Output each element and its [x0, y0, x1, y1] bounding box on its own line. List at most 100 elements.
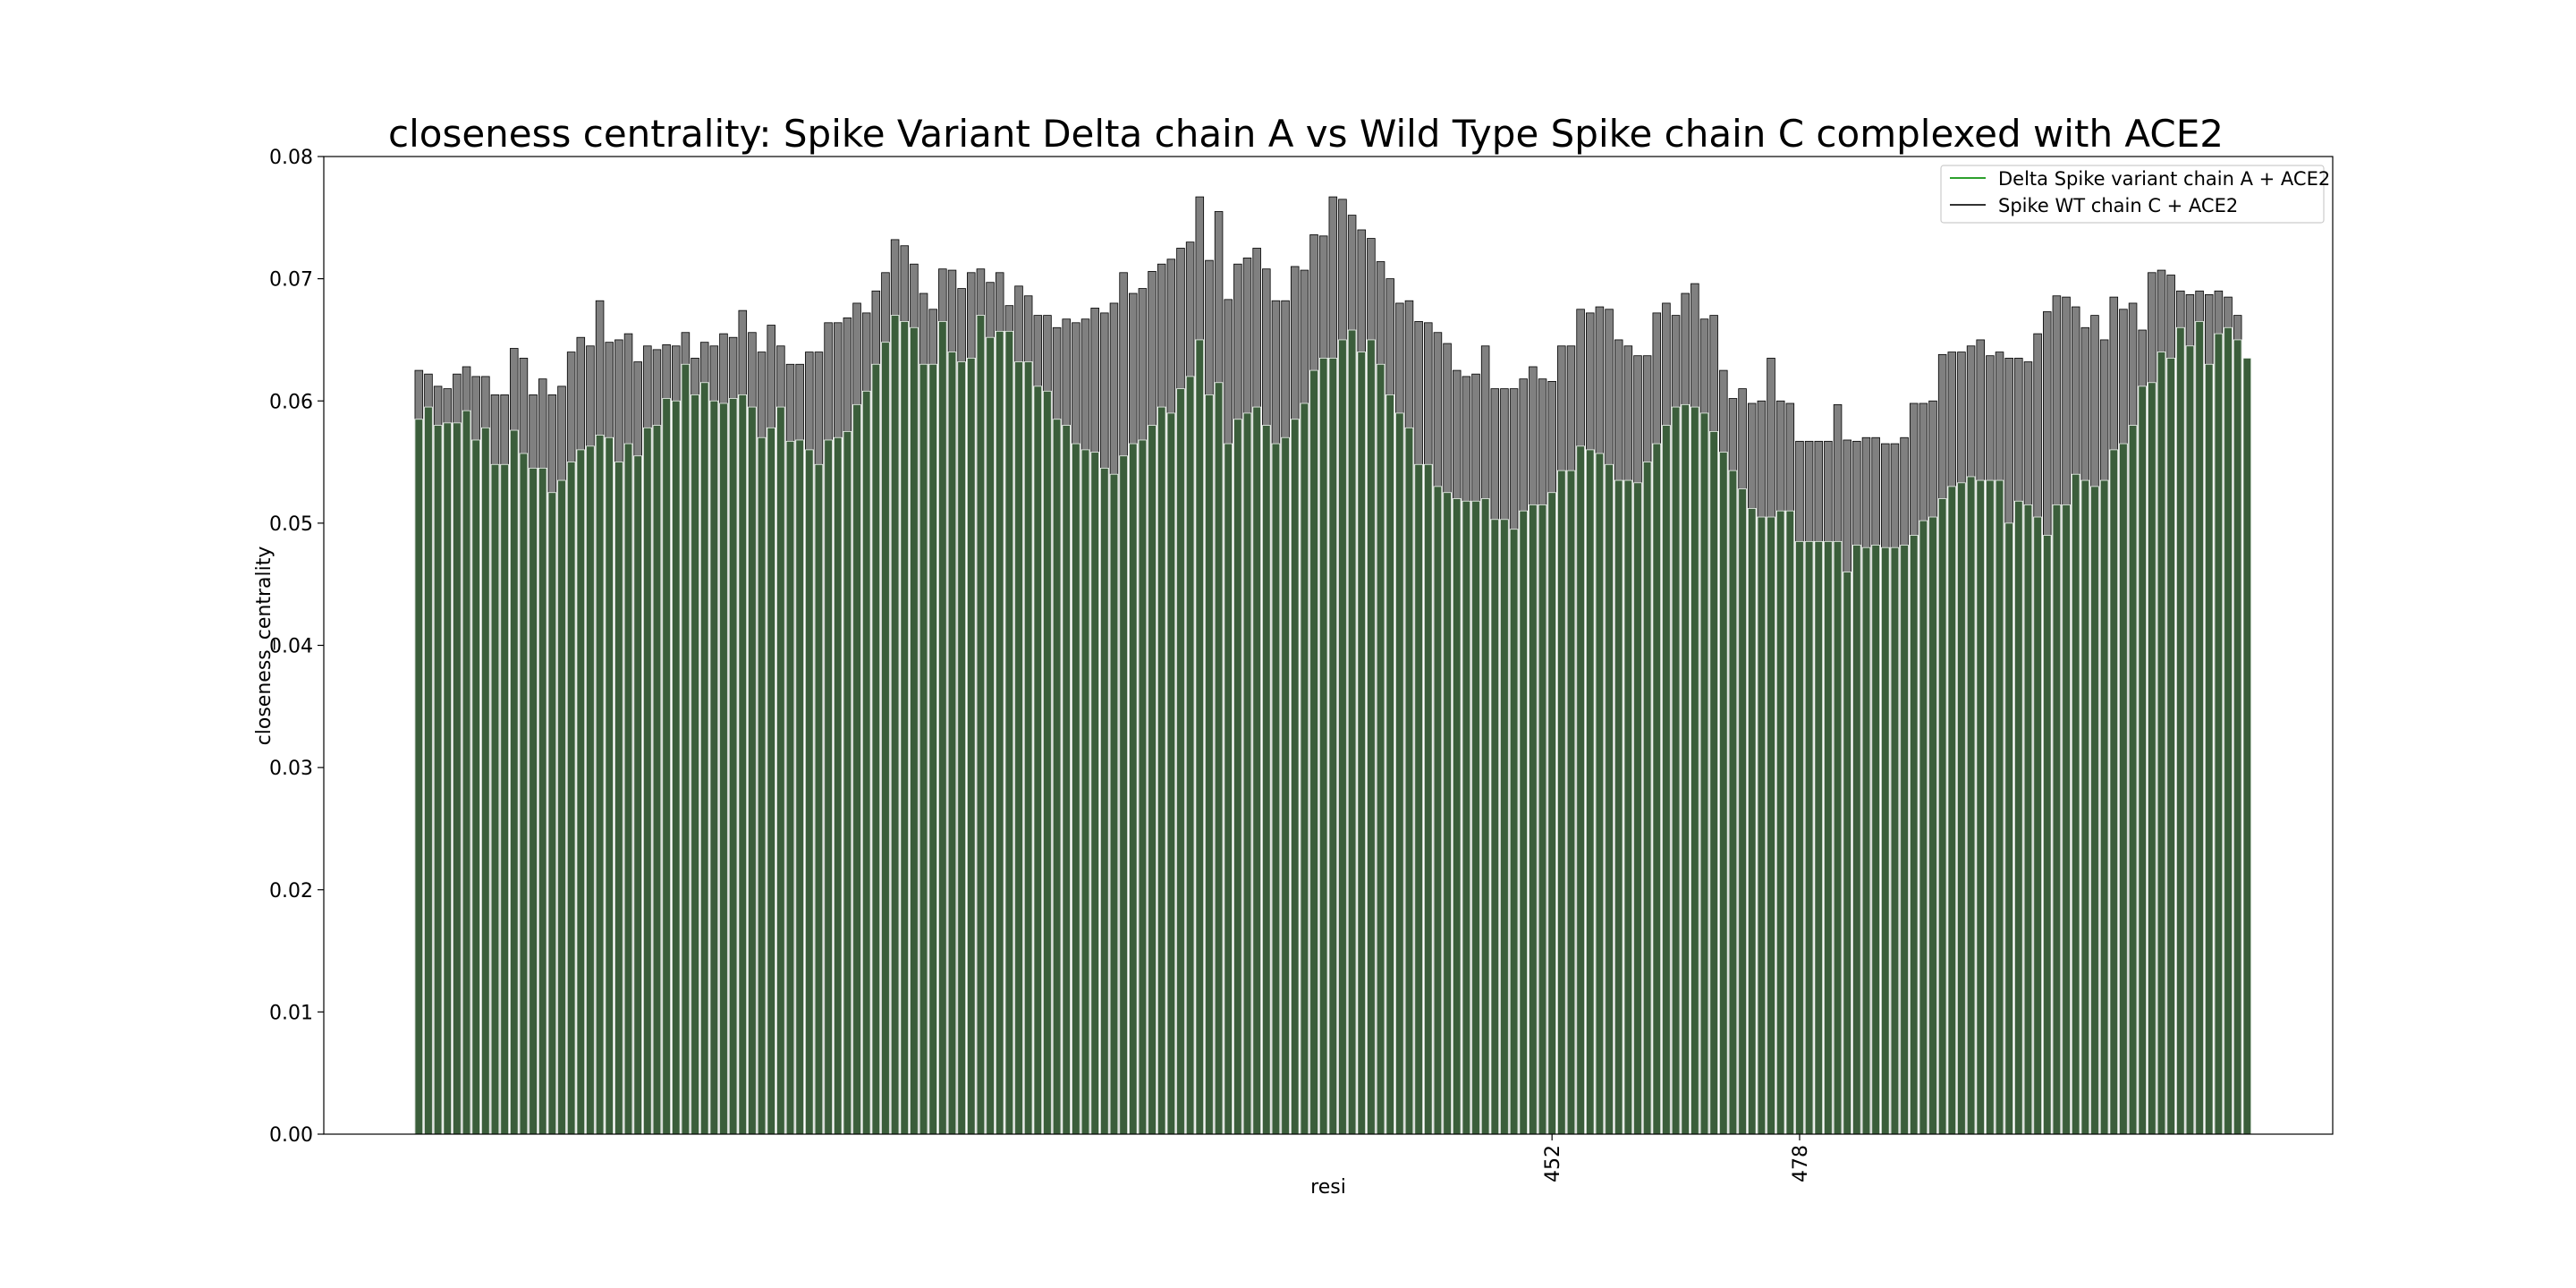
- bar-delta-156: [1900, 545, 1909, 1135]
- bar-delta-112: [1480, 498, 1490, 1135]
- bar-delta-32: [719, 402, 728, 1135]
- bar-delta-178: [2109, 449, 2119, 1135]
- bar-delta-174: [2071, 473, 2080, 1135]
- y-tick-label-1: 0.01: [269, 1002, 313, 1024]
- bar-delta-67: [1052, 419, 1062, 1135]
- bar-delta-12: [529, 467, 538, 1135]
- bar-delta-76: [1138, 439, 1148, 1135]
- bar-delta-131: [1662, 425, 1671, 1135]
- bar-delta-130: [1652, 443, 1662, 1135]
- bar-delta-43: [824, 439, 833, 1135]
- bar-delta-27: [672, 400, 681, 1135]
- bar-delta-14: [547, 492, 557, 1135]
- bar-delta-87: [1242, 412, 1252, 1135]
- bar-delta-17: [576, 449, 586, 1135]
- bar-delta-104: [1404, 427, 1414, 1135]
- bar-delta-89: [1262, 425, 1271, 1135]
- bar-delta-189: [2214, 333, 2224, 1135]
- y-tick-label-3: 0.03: [269, 758, 313, 780]
- bar-delta-114: [1500, 519, 1509, 1135]
- bar-delta-119: [1547, 492, 1556, 1135]
- y-tick-label-6: 0.06: [269, 391, 313, 413]
- bar-delta-92: [1290, 419, 1300, 1135]
- bar-delta-185: [2176, 326, 2185, 1135]
- bar-delta-15: [557, 479, 566, 1135]
- bar-delta-62: [1004, 330, 1014, 1135]
- bar-delta-93: [1300, 402, 1309, 1135]
- bar-delta-6: [471, 439, 480, 1135]
- bar-delta-31: [709, 400, 719, 1135]
- bar-delta-16: [566, 462, 576, 1135]
- bar-delta-115: [1509, 529, 1519, 1135]
- bar-delta-3: [443, 422, 453, 1135]
- bar-delta-173: [2062, 504, 2071, 1135]
- bar-delta-160: [1937, 498, 1947, 1135]
- bar-delta-73: [1109, 473, 1119, 1135]
- bar-delta-155: [1890, 547, 1900, 1135]
- bar-delta-42: [814, 463, 824, 1135]
- y-tick-label-4: 0.04: [269, 636, 313, 658]
- bar-delta-192: [2242, 358, 2252, 1135]
- bar-delta-103: [1395, 412, 1404, 1135]
- bar-delta-145: [1795, 540, 1804, 1135]
- bar-delta-10: [510, 429, 519, 1135]
- bar-delta-46: [852, 403, 861, 1135]
- bar-delta-66: [1043, 390, 1052, 1135]
- bar-delta-111: [1471, 500, 1480, 1135]
- bar-delta-120: [1557, 470, 1566, 1135]
- bar-delta-154: [1881, 547, 1890, 1135]
- bar-delta-137: [1719, 452, 1728, 1135]
- bar-delta-45: [843, 431, 852, 1135]
- bar-delta-70: [1080, 449, 1090, 1135]
- bar-delta-90: [1271, 443, 1281, 1135]
- bar-delta-97: [1338, 339, 1347, 1135]
- bar-delta-28: [681, 363, 691, 1135]
- bar-delta-78: [1157, 406, 1166, 1135]
- bar-delta-141: [1757, 516, 1767, 1135]
- bar-delta-1: [424, 406, 433, 1135]
- bar-delta-100: [1367, 339, 1376, 1135]
- bar-delta-135: [1699, 412, 1709, 1135]
- bar-delta-101: [1376, 363, 1385, 1135]
- legend-label-wt: Spike WT chain C + ACE2: [1998, 195, 2238, 216]
- y-tick-label-5: 0.05: [269, 513, 313, 536]
- bar-delta-35: [748, 406, 757, 1135]
- bar-delta-18: [586, 445, 595, 1135]
- bar-delta-85: [1224, 443, 1233, 1135]
- bar-delta-5: [462, 410, 471, 1135]
- bar-delta-123: [1586, 449, 1595, 1135]
- bar-delta-186: [2185, 345, 2195, 1135]
- bar-delta-23: [633, 455, 642, 1135]
- bar-delta-2: [433, 425, 443, 1135]
- bar-delta-151: [1852, 545, 1861, 1135]
- bar-delta-190: [2224, 326, 2233, 1135]
- bar-delta-49: [881, 342, 890, 1135]
- bar-delta-147: [1814, 540, 1824, 1135]
- bar-delta-83: [1205, 394, 1214, 1135]
- x-axis-ticks: 452 478: [1542, 1134, 1812, 1182]
- bar-delta-110: [1462, 500, 1471, 1135]
- x-axis-label: resi: [1310, 1176, 1346, 1199]
- bar-delta-30: [699, 382, 709, 1135]
- bar-delta-58: [967, 358, 976, 1135]
- bar-delta-96: [1328, 358, 1338, 1135]
- bar-delta-129: [1642, 462, 1652, 1135]
- bar-delta-37: [767, 427, 775, 1135]
- bar-delta-127: [1623, 479, 1633, 1135]
- bar-delta-0: [414, 419, 424, 1135]
- y-tick-label-2: 0.02: [269, 880, 313, 902]
- bar-delta-163: [1966, 476, 1976, 1135]
- bar-delta-158: [1919, 520, 1928, 1135]
- bar-delta-38: [776, 406, 785, 1135]
- bar-delta-146: [1804, 540, 1814, 1135]
- bar-delta-108: [1443, 492, 1452, 1135]
- bar-delta-132: [1671, 406, 1681, 1135]
- bar-delta-121: [1566, 470, 1576, 1135]
- y-axis-label: closeness_centrality: [253, 547, 275, 746]
- bar-delta-81: [1185, 376, 1195, 1135]
- y-tick-label-7: 0.07: [269, 269, 313, 292]
- bar-delta-98: [1347, 329, 1357, 1135]
- bar-delta-34: [738, 394, 748, 1135]
- bar-delta-69: [1072, 443, 1080, 1135]
- bar-delta-126: [1614, 479, 1623, 1135]
